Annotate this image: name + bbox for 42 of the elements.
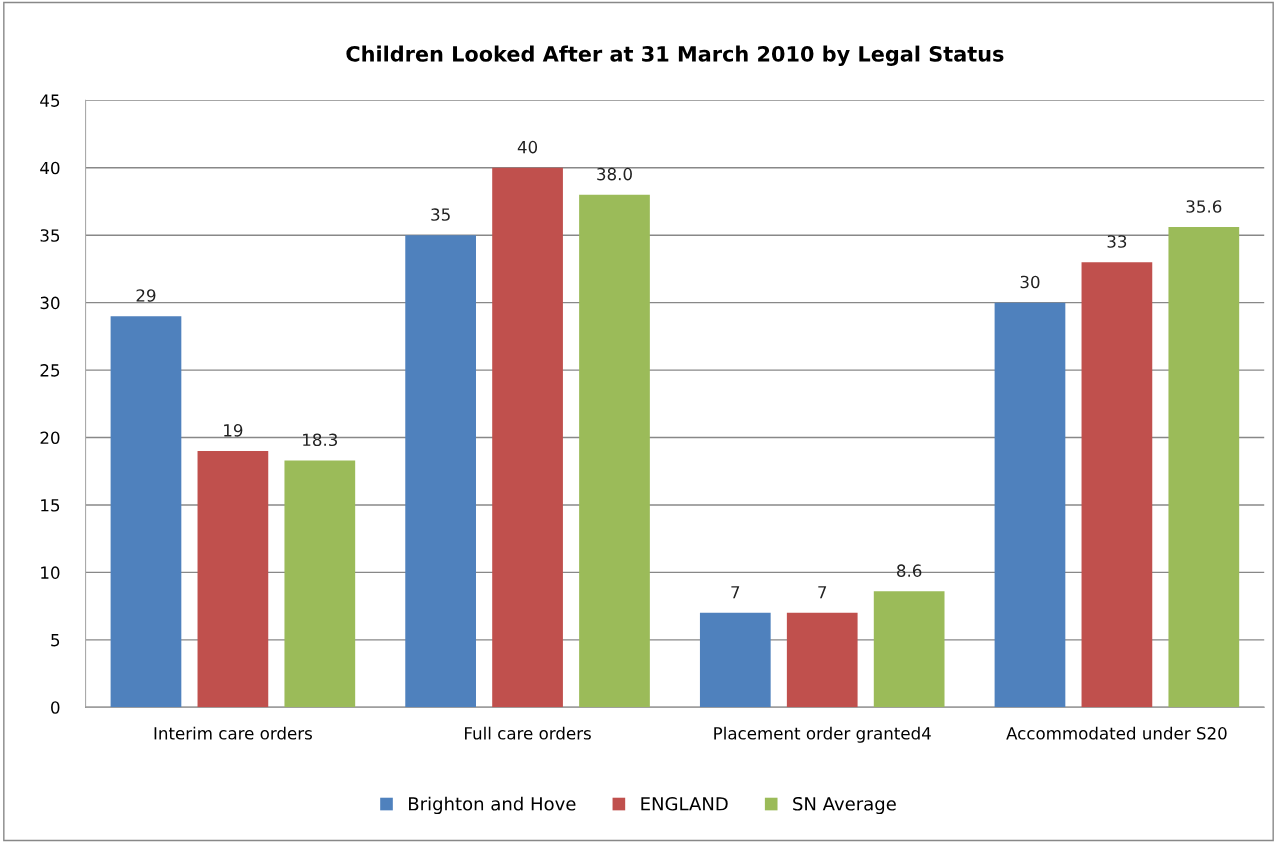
y-tick-label: 15 [41, 499, 60, 512]
y-tick-label: 45 [40, 94, 60, 107]
x-tick-label: Accommodated under S20 [1006, 726, 1227, 740]
data-label: 35.6 [1186, 200, 1222, 213]
data-label: 19 [224, 424, 243, 437]
bar [1081, 262, 1153, 708]
y-tick-label: 35 [40, 229, 60, 242]
bar [699, 612, 771, 708]
bar [110, 316, 182, 708]
data-label: 38.0 [597, 167, 632, 181]
y-tick-label: 5 [51, 634, 60, 647]
y-tick-label: 30 [40, 296, 60, 310]
data-label: 33 [1107, 235, 1127, 248]
data-label: 29 [136, 289, 156, 302]
data-label: 30 [1020, 275, 1040, 289]
bar [579, 194, 650, 708]
bar [197, 451, 269, 708]
data-label: 8.6 [897, 564, 922, 577]
data-label: 18.3 [303, 433, 338, 447]
y-tick-label: 10 [41, 566, 60, 579]
bar [786, 612, 858, 708]
x-tick-label: Interim care orders [154, 726, 312, 740]
y-tick-label: 20 [40, 431, 60, 445]
legend-label: Brighton and Hove [409, 796, 576, 815]
bar [492, 167, 563, 708]
legend-label: SN Average [793, 796, 896, 815]
bar [1168, 227, 1240, 708]
data-label: 7 [818, 586, 827, 599]
bar [994, 302, 1066, 708]
data-label: 40 [517, 140, 538, 154]
bar [873, 591, 945, 708]
legend-label: ENGLAND [641, 796, 728, 811]
y-tick-label: 25 [40, 364, 60, 377]
bar [405, 235, 476, 708]
data-label: 7 [731, 586, 740, 599]
y-tick-label: 0 [51, 701, 60, 714]
x-tick-label: Placement order granted4 [714, 726, 931, 743]
data-label: 35 [431, 208, 450, 221]
bar [284, 460, 356, 708]
chart-title: Children Looked After at 31 March 2010 by Legal Status [346, 45, 1004, 66]
x-tick-label: Full care orders [465, 726, 591, 740]
y-tick-label: 40 [40, 161, 60, 175]
